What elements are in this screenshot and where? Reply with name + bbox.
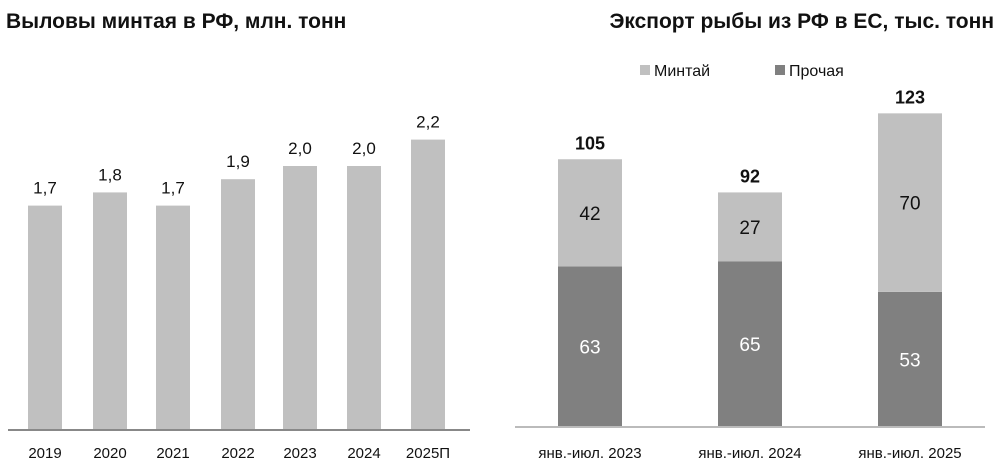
segment-label: 63: [579, 338, 600, 359]
segment-label: 53: [899, 350, 920, 371]
segment-label: 65: [739, 335, 760, 356]
bar-segment-Прочая: [878, 291, 942, 427]
bar-2022: [221, 179, 255, 430]
x-tick-label: 2021: [156, 445, 189, 462]
bar-2021: [156, 205, 190, 430]
bar-segment-Прочая: [558, 266, 622, 427]
chart2-title: Экспорт рыбы из РФ в ЕС, тыс. тонн: [609, 10, 994, 33]
data-label: 1,9: [226, 152, 250, 171]
segment-label: 27: [739, 218, 760, 239]
bar-segment-Прочая: [718, 261, 782, 427]
legend-swatch: [775, 65, 785, 75]
bar-2023: [283, 166, 317, 430]
bar-2020: [93, 192, 127, 430]
x-tick-label: 2020: [93, 445, 126, 462]
bar-2025П: [411, 139, 445, 430]
segment-label: 42: [579, 204, 600, 225]
x-tick-label: янв.-июл. 2023: [538, 445, 641, 462]
x-tick-label: 2024: [347, 445, 380, 462]
chart1-title: Выловы минтая в РФ, млн. тонн: [6, 10, 346, 33]
legend-label: Прочая: [789, 63, 844, 80]
data-label: 1,8: [98, 165, 122, 184]
bar-segment-Минтай: [878, 113, 942, 292]
x-tick-label: 2022: [221, 445, 254, 462]
bar-segment-Минтай: [718, 192, 782, 262]
segment-label: 70: [899, 194, 920, 215]
legend-label: Минтай: [654, 63, 710, 80]
data-label: 2,2: [416, 113, 440, 132]
x-tick-label: янв.-июл. 2025: [858, 445, 961, 462]
total-label: 92: [740, 166, 760, 186]
bar-2019: [28, 205, 62, 430]
x-tick-label: 2019: [28, 445, 61, 462]
total-label: 105: [575, 133, 605, 153]
data-label: 1,7: [161, 179, 185, 198]
x-tick-label: 2025П: [406, 445, 450, 462]
legend-swatch: [640, 65, 650, 75]
data-label: 1,7: [33, 179, 57, 198]
bar-segment-Минтай: [558, 159, 622, 267]
data-label: 2,0: [288, 139, 312, 158]
bar-2024: [347, 166, 381, 430]
total-label: 123: [895, 87, 925, 107]
data-label: 2,0: [352, 139, 376, 158]
x-tick-label: янв.-июл. 2024: [698, 445, 801, 462]
x-tick-label: 2023: [283, 445, 316, 462]
